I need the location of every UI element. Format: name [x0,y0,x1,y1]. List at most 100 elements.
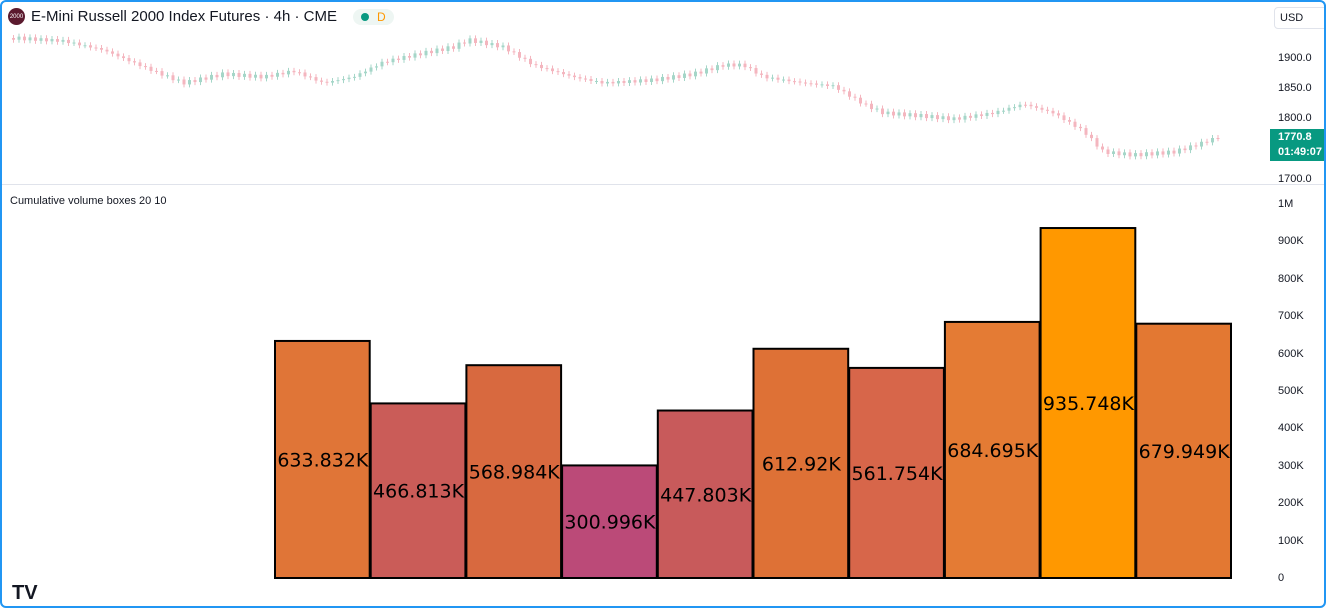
candle [826,84,829,87]
candle [320,80,323,82]
candle [837,85,840,90]
candle [534,64,538,66]
candle [138,62,142,67]
candle [1167,150,1170,155]
candle [45,38,48,42]
symbol-header[interactable]: 2000 E-Mini Russell 2000 Index Futures ·… [8,8,394,25]
candle [78,42,81,46]
candle [985,112,989,116]
candle [1018,104,1022,108]
candle [210,74,213,80]
candle [1062,115,1066,121]
candle [72,42,76,44]
candle [199,77,202,83]
candle [309,76,312,78]
candle [116,53,120,57]
candle [369,67,373,72]
candle [1128,152,1132,157]
candle [122,56,125,59]
volume-box-label: 568.984K [469,462,561,484]
indicator-title[interactable]: Cumulative volume boxes 20 10 [10,195,167,207]
volume-tick: 100K [1278,534,1304,547]
candle [182,79,186,85]
candle [754,68,758,74]
candle [974,114,978,118]
candle [243,73,246,77]
candle [870,103,873,110]
candle [50,39,54,42]
candle [760,73,763,75]
candle [303,72,307,77]
candle [716,65,719,71]
candle [507,45,510,52]
candle [1051,110,1055,114]
market-status[interactable]: D [352,8,394,25]
symbol-title[interactable]: E-Mini Russell 2000 Index Futures · 4h ·… [31,8,337,25]
candle [342,79,345,81]
candle [963,115,967,120]
candle [611,81,615,84]
candle [749,67,752,69]
candle [831,85,835,87]
candle [820,84,824,86]
candle [94,47,98,49]
candle [578,77,582,79]
volume-tick: 1M [1278,198,1294,210]
volume-box-label: 679.949K [1139,441,1231,463]
candle [809,83,813,85]
candle [105,49,109,52]
candle [1024,104,1027,106]
candle [606,81,609,84]
candle [12,38,15,40]
candle [1178,148,1181,154]
candle [204,77,208,80]
volume-box [752,347,850,579]
candle [111,51,114,54]
candle [177,79,180,81]
candle [1139,153,1143,157]
candle [914,113,917,118]
candle [100,48,103,50]
candle [1183,148,1187,151]
candle [705,68,708,74]
candle [1040,107,1044,110]
tradingview-logo[interactable]: TV [12,582,38,604]
candle [930,115,934,119]
candle [490,43,494,46]
candle [732,63,736,67]
candle [1205,141,1209,143]
candle [595,80,598,82]
candle [166,75,169,77]
volume-box-label: 300.996K [564,512,656,534]
candle [221,72,224,78]
candle [908,113,912,117]
volume-box [1135,322,1233,579]
volume-box-label: 466.813K [373,481,465,503]
candle [694,71,697,77]
pane-separator[interactable] [2,184,1324,185]
volume-box-label: 612.92K [762,453,841,475]
candle [496,43,499,48]
candle [485,40,488,46]
candle [380,61,384,67]
candle [600,80,604,84]
volume-tick: 700K [1278,310,1304,323]
candle [793,81,796,83]
candle [721,65,725,67]
candle [573,75,576,78]
candle [1073,121,1077,127]
delayed-badge: D [376,9,386,24]
candle [155,70,158,72]
candle [1161,151,1165,155]
candle [1106,149,1110,154]
candle [314,77,318,81]
candle [529,58,532,65]
candle [677,75,681,78]
currency-select[interactable]: USD [1274,7,1324,29]
price-tick: 1800.0 [1278,112,1312,124]
candle [969,115,972,118]
candle [479,40,483,43]
candle [848,91,851,97]
market-open-icon [360,12,369,21]
